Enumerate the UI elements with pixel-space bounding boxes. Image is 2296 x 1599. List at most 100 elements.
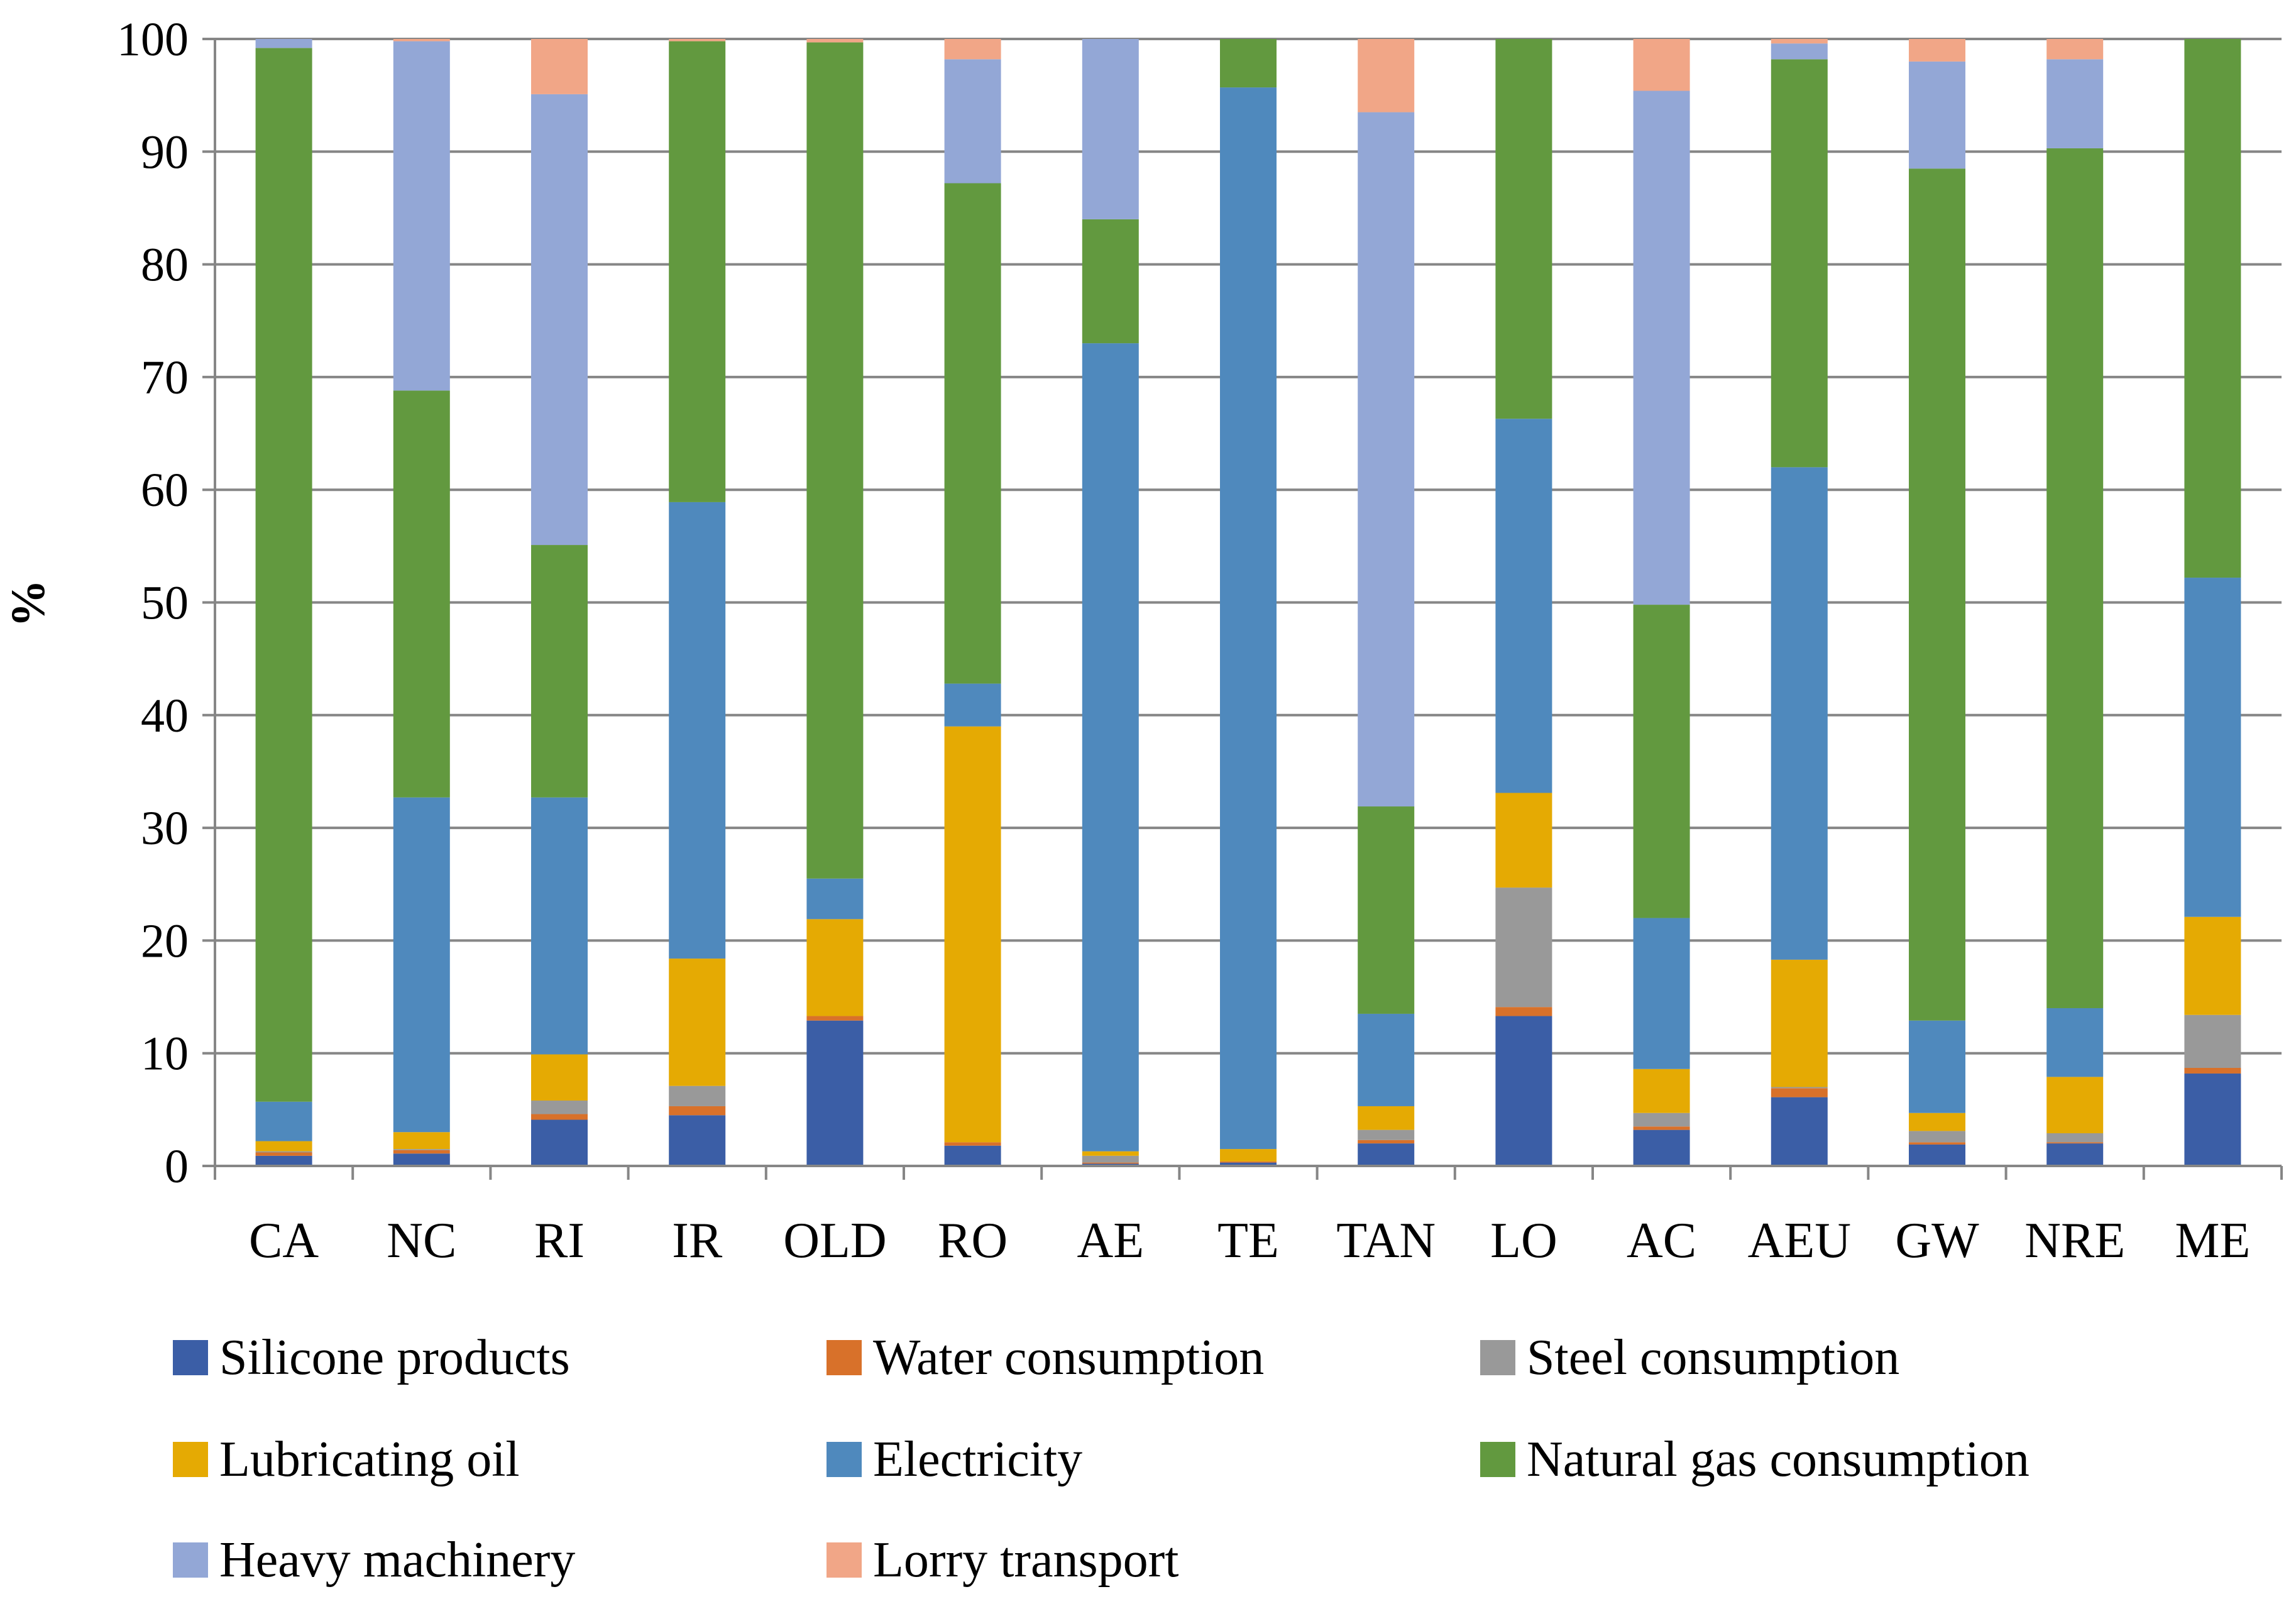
bar-ri-heavy-machinery	[531, 94, 588, 546]
bar-lo-water-consumption	[1495, 1007, 1552, 1016]
bar-ri-lubricating-oil	[531, 1054, 588, 1101]
legend-label-silicone-products: Silicone products	[219, 1330, 570, 1385]
x-tick-label-gw: GW	[1895, 1213, 1979, 1268]
bar-gw-electricity	[1909, 1020, 1965, 1113]
bar-ri-steel-consumption	[531, 1101, 588, 1114]
bar-nre-lorry-transport	[2046, 39, 2104, 60]
bar-te-lubricating-oil	[1220, 1149, 1277, 1162]
legend-label-steel-consumption: Steel consumption	[1527, 1330, 1899, 1385]
y-axis-ticks: 0 10 20 30 40 50 60 70 80 90 100	[117, 13, 189, 1193]
bar-ro-lubricating-oil	[944, 726, 1001, 1143]
bar-lo-electricity	[1495, 419, 1552, 793]
bar-te-natural-gas-consumption	[1220, 39, 1277, 88]
y-tick-label-50: 50	[141, 577, 189, 630]
bar-ir-natural-gas-consumption	[669, 41, 726, 502]
x-tick-label-me: ME	[2175, 1213, 2250, 1268]
bar-ri-lorry-transport	[531, 39, 588, 94]
legend-label-heavy-machinery: Heavy machinery	[219, 1532, 575, 1588]
bar-aeu-silicone-products	[1771, 1097, 1828, 1166]
bar-te-silicone-products	[1220, 1162, 1277, 1166]
bar-aeu-water-consumption	[1771, 1088, 1828, 1097]
bar-me-natural-gas-consumption	[2184, 39, 2241, 578]
bar-old-water-consumption	[806, 1016, 864, 1021]
legend-swatch-water-consumption	[827, 1340, 862, 1375]
bar-ro-heavy-machinery	[944, 59, 1001, 184]
bar-ac-silicone-products	[1633, 1129, 1690, 1166]
bar-gw-lorry-transport	[1909, 39, 1965, 62]
bar-ca-heavy-machinery	[255, 39, 312, 48]
x-tick-label-ro: RO	[938, 1213, 1008, 1268]
bar-ri-electricity	[531, 797, 588, 1055]
bar-nc-water-consumption	[393, 1150, 450, 1154]
x-tick-label-nre: NRE	[2024, 1213, 2125, 1268]
bar-tan-heavy-machinery	[1358, 112, 1415, 807]
bar-te-water-consumption	[1220, 1161, 1277, 1163]
bar-lo-steel-consumption	[1495, 887, 1552, 1008]
y-tick-label-30: 30	[141, 802, 189, 855]
bar-me-silicone-products	[2184, 1073, 2241, 1166]
y-tick-label-80: 80	[141, 239, 189, 292]
bar-me-water-consumption	[2184, 1068, 2241, 1074]
bar-aeu-natural-gas-consumption	[1771, 59, 1828, 468]
x-tick-label-ri: RI	[534, 1213, 585, 1268]
bar-me-steel-consumption	[2184, 1014, 2241, 1069]
bar-ri-water-consumption	[531, 1114, 588, 1120]
bar-old-lorry-transport	[806, 39, 864, 43]
bar-nre-steel-consumption	[2046, 1133, 2104, 1143]
bar-ca-water-consumption	[255, 1152, 312, 1156]
bar-ir-lubricating-oil	[669, 959, 726, 1086]
bar-nc-heavy-machinery	[393, 41, 450, 391]
bar-tan-electricity	[1358, 1013, 1415, 1106]
bar-gw-silicone-products	[1909, 1144, 1965, 1166]
y-tick-label-0: 0	[165, 1140, 189, 1193]
bar-nc-lorry-transport	[393, 39, 450, 41]
bar-ac-natural-gas-consumption	[1633, 605, 1690, 918]
bar-ir-electricity	[669, 502, 726, 959]
bar-nre-heavy-machinery	[2046, 59, 2104, 148]
bar-gw-natural-gas-consumption	[1909, 168, 1965, 1021]
bar-te-electricity	[1220, 87, 1277, 1150]
x-tick-label-ac: AC	[1627, 1213, 1696, 1268]
x-tick-label-ca: CA	[249, 1213, 319, 1268]
bar-nre-electricity	[2046, 1008, 2104, 1077]
bar-ae-water-consumption	[1082, 1162, 1139, 1164]
bar-nre-water-consumption	[2046, 1142, 2104, 1144]
y-tick-label-10: 10	[141, 1028, 189, 1080]
bar-ac-water-consumption	[1633, 1126, 1690, 1130]
bar-nc-lubricating-oil	[393, 1132, 450, 1150]
bar-ir-steel-consumption	[669, 1085, 726, 1106]
bar-nc-natural-gas-consumption	[393, 390, 450, 798]
bar-nc-electricity	[393, 797, 450, 1133]
bar-tan-natural-gas-consumption	[1358, 806, 1415, 1014]
x-tick-label-aeu: AEU	[1748, 1213, 1851, 1268]
bar-ae-steel-consumption	[1082, 1155, 1139, 1163]
x-tick-label-lo: LO	[1490, 1213, 1557, 1268]
bars	[255, 39, 2241, 1166]
bar-tan-steel-consumption	[1358, 1129, 1415, 1140]
bar-me-lubricating-oil	[2184, 916, 2241, 1015]
y-axis-label: %	[2, 580, 55, 627]
legend-swatch-heavy-machinery	[173, 1542, 208, 1578]
bar-ac-lorry-transport	[1633, 39, 1690, 91]
y-tick-label-40: 40	[141, 690, 189, 742]
bar-me-electricity	[2184, 578, 2241, 917]
bar-ac-heavy-machinery	[1633, 91, 1690, 605]
bar-ro-silicone-products	[944, 1145, 1001, 1166]
legend-swatch-steel-consumption	[1480, 1340, 1515, 1375]
bar-old-electricity	[806, 878, 864, 920]
bar-gw-heavy-machinery	[1909, 61, 1965, 169]
bar-ir-water-consumption	[669, 1106, 726, 1116]
bar-lo-silicone-products	[1495, 1016, 1552, 1166]
bar-nre-natural-gas-consumption	[2046, 148, 2104, 1008]
y-tick-label-20: 20	[141, 915, 189, 967]
bar-ac-lubricating-oil	[1633, 1069, 1690, 1113]
axes	[202, 38, 2283, 1180]
bar-aeu-electricity	[1771, 467, 1828, 960]
bar-ca-natural-gas-consumption	[255, 48, 312, 1102]
bar-old-natural-gas-consumption	[806, 42, 864, 879]
bar-tan-water-consumption	[1358, 1140, 1415, 1144]
bar-ca-silicone-products	[255, 1155, 312, 1166]
bar-ir-lorry-transport	[669, 39, 726, 41]
bar-ro-lorry-transport	[944, 39, 1001, 60]
